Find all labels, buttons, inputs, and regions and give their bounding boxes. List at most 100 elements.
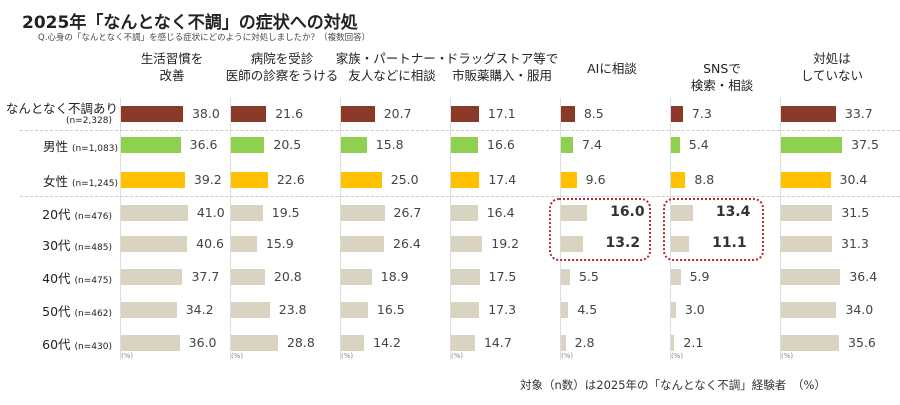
- row-n: (n=2,328): [65, 116, 112, 126]
- data-label: 16.4: [486, 205, 515, 220]
- bar: [781, 236, 833, 252]
- bar: [121, 236, 188, 252]
- unit-label: (%): [451, 352, 464, 360]
- bar: [231, 205, 263, 221]
- data-label: 20.7: [383, 106, 412, 121]
- data-label: 17.1: [487, 106, 516, 121]
- bar: [341, 205, 385, 221]
- bar: [231, 269, 265, 285]
- column-header: ドラッグストア等で 市販薬購入・服用: [445, 51, 559, 83]
- data-label: 9.6: [585, 172, 606, 187]
- data-label: 34.2: [185, 302, 214, 317]
- data-label: 26.4: [393, 236, 421, 251]
- bar: [341, 302, 368, 318]
- bar: [451, 137, 479, 153]
- bar: [561, 302, 569, 318]
- bar: [781, 205, 833, 221]
- data-label: 31.3: [841, 236, 869, 251]
- unit-label: (%): [231, 352, 244, 360]
- bar: [781, 137, 843, 153]
- data-label: 36.4: [849, 269, 878, 284]
- unit-label: (%): [341, 352, 354, 360]
- data-label: 14.2: [373, 335, 401, 350]
- bar: [231, 137, 265, 153]
- data-label: 18.9: [380, 269, 409, 284]
- data-label: 13.4: [715, 204, 751, 220]
- group-separator: [20, 196, 900, 197]
- chart-subtitle: Q.心身の「なんとなく不調」を感じる症状にどのように対処しましたか？（複数回答）: [38, 33, 371, 43]
- bar: [231, 302, 270, 318]
- chart-title: 2025年「なんとなく不調」の症状への対処: [22, 13, 358, 33]
- bar: [231, 172, 268, 188]
- bar: [561, 335, 566, 351]
- data-label: 41.0: [196, 205, 225, 220]
- bar: [121, 205, 188, 221]
- data-label: 22.6: [276, 172, 305, 187]
- bar: [451, 236, 483, 252]
- bar: [781, 106, 836, 122]
- data-label: 20.5: [273, 137, 302, 152]
- bar: [781, 172, 831, 188]
- unit-label: (%): [561, 352, 574, 360]
- row-label: 30代 (n=485): [42, 238, 112, 253]
- data-label: 11.1: [712, 235, 747, 251]
- column-header: SNSで 検索・相談: [690, 61, 754, 93]
- unit-label: (%): [781, 352, 794, 360]
- data-label: 31.5: [841, 205, 870, 220]
- data-label: 40.6: [196, 236, 225, 251]
- bar: [121, 137, 181, 153]
- bar: [671, 236, 690, 252]
- data-label: 8.8: [694, 172, 715, 187]
- data-label: 33.7: [844, 106, 873, 121]
- data-label: 8.5: [583, 106, 604, 121]
- data-label: 2.1: [683, 335, 704, 350]
- column-gridline: [780, 98, 781, 360]
- data-label: 14.7: [483, 335, 512, 350]
- data-label: 2.8: [574, 335, 595, 350]
- data-label: 7.3: [691, 106, 712, 121]
- data-label: 35.6: [848, 335, 876, 350]
- column-header: 生活習慣を 改善: [140, 51, 204, 83]
- data-label: 17.3: [488, 302, 517, 317]
- bar: [121, 269, 183, 285]
- bar: [671, 302, 676, 318]
- data-label: 16.0: [610, 204, 645, 220]
- column-gridline: [670, 98, 671, 360]
- row-label: 50代 (n=462): [42, 304, 112, 319]
- data-label: 15.9: [265, 236, 294, 251]
- bar: [341, 172, 382, 188]
- data-label: 17.4: [488, 172, 517, 187]
- bar: [671, 335, 675, 351]
- row-label: 女性 (n=1,245): [42, 174, 118, 189]
- group-separator: [20, 130, 900, 131]
- bar: [121, 302, 177, 318]
- row-label: 60代 (n=430): [42, 337, 112, 352]
- column-gridline: [230, 98, 231, 360]
- data-label: 16.6: [487, 137, 515, 152]
- data-label: 20.8: [273, 269, 302, 284]
- bar: [561, 137, 574, 153]
- bar: [781, 335, 840, 351]
- column-header: 病院を受診 医師の診察をうける: [225, 51, 339, 83]
- bar: [561, 205, 588, 221]
- row-label: なんとなく不調あり: [5, 101, 118, 116]
- bar: [451, 172, 480, 188]
- data-label: 39.2: [193, 172, 222, 187]
- bar: [561, 236, 583, 252]
- column-gridline: [120, 98, 121, 360]
- column-header: AIに相談: [587, 61, 637, 76]
- bar: [671, 205, 693, 221]
- bar: [561, 269, 570, 285]
- row-label: 40代 (n=475): [42, 271, 112, 286]
- bar: [341, 335, 365, 351]
- column-gridline: [560, 98, 561, 360]
- bar: [341, 106, 375, 122]
- bar: [341, 236, 385, 252]
- column-gridline: [340, 98, 341, 360]
- data-label: 37.5: [851, 137, 879, 152]
- data-label: 7.4: [582, 137, 602, 152]
- bar: [341, 269, 372, 285]
- data-label: 19.5: [271, 205, 300, 220]
- data-label: 23.8: [278, 302, 307, 317]
